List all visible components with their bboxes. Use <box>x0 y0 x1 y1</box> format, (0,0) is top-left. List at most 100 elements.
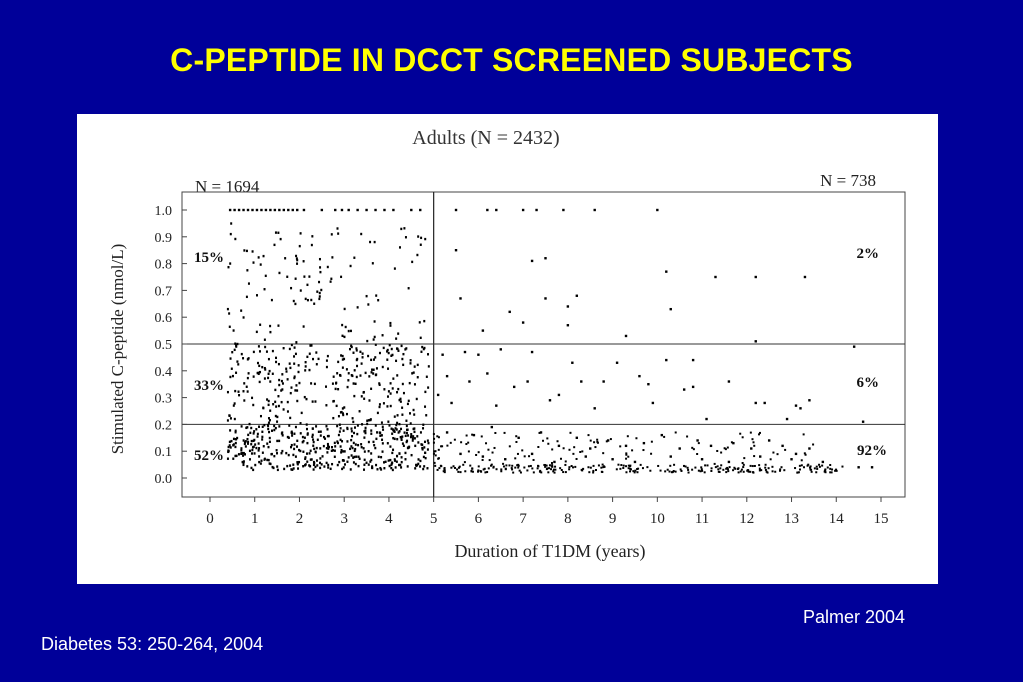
data-point <box>405 419 408 422</box>
data-point <box>363 458 366 462</box>
data-point <box>754 275 757 279</box>
data-point <box>247 372 250 375</box>
data-point <box>318 291 321 295</box>
data-point <box>700 458 704 461</box>
data-point <box>289 445 292 449</box>
data-point <box>490 463 493 466</box>
data-point <box>366 419 369 422</box>
data-point <box>458 465 461 468</box>
data-point <box>240 452 243 455</box>
data-point <box>537 465 540 468</box>
data-point <box>368 375 371 378</box>
data-point <box>752 471 755 474</box>
x-axis-label: Duration of T1DM (years) <box>454 541 645 562</box>
data-point <box>611 458 614 461</box>
data-point <box>737 471 740 474</box>
data-point <box>516 464 519 467</box>
data-point <box>384 460 387 463</box>
data-point <box>308 452 311 455</box>
data-point <box>311 435 314 439</box>
data-point <box>538 470 541 473</box>
data-point <box>365 208 368 212</box>
data-point <box>714 275 717 279</box>
data-point <box>531 467 534 470</box>
data-point <box>349 447 352 451</box>
data-point <box>427 353 430 356</box>
data-point <box>694 466 697 469</box>
data-point <box>400 344 403 348</box>
data-point <box>559 467 562 470</box>
data-point <box>308 368 311 372</box>
data-point <box>481 455 485 458</box>
data-point <box>434 454 437 457</box>
data-point <box>288 362 291 365</box>
data-point <box>401 382 404 386</box>
data-point <box>720 451 723 454</box>
data-point <box>363 463 366 466</box>
region-pct-right-upper: 2% <box>857 246 880 262</box>
data-point <box>432 433 435 436</box>
data-point <box>602 452 605 455</box>
data-point <box>296 439 299 443</box>
data-point <box>816 467 819 470</box>
data-point <box>353 431 356 435</box>
data-point <box>296 461 299 464</box>
data-point <box>405 428 408 432</box>
data-point <box>337 433 340 437</box>
data-point <box>309 465 312 468</box>
data-point <box>374 343 377 346</box>
data-point <box>266 458 269 462</box>
data-point <box>427 365 430 368</box>
data-point <box>784 448 787 451</box>
data-point <box>232 443 235 446</box>
data-point <box>401 406 404 409</box>
data-point <box>229 262 232 265</box>
data-point <box>350 345 353 349</box>
data-point <box>546 437 549 440</box>
data-point <box>386 395 389 398</box>
data-point <box>646 466 649 469</box>
data-point <box>350 427 353 430</box>
data-point <box>471 433 474 436</box>
data-point <box>386 442 389 445</box>
data-point <box>420 443 423 446</box>
data-point <box>394 466 397 469</box>
data-point <box>251 446 254 449</box>
data-point <box>751 465 754 468</box>
data-point <box>234 454 237 458</box>
data-point <box>358 410 361 413</box>
data-point <box>270 453 273 456</box>
data-point <box>808 399 811 402</box>
data-point <box>414 467 417 470</box>
data-point <box>589 439 592 442</box>
data-point <box>389 392 392 395</box>
data-point <box>530 452 534 456</box>
data-point <box>259 462 262 465</box>
data-point <box>422 455 425 459</box>
data-point <box>303 436 306 439</box>
data-point <box>356 208 359 212</box>
data-point <box>244 445 247 448</box>
data-point <box>326 354 329 358</box>
data-point <box>367 463 370 466</box>
data-point <box>650 440 653 443</box>
data-point <box>381 438 384 441</box>
data-point <box>286 400 289 404</box>
data-point <box>592 464 595 467</box>
data-point <box>409 362 412 365</box>
data-point <box>364 431 367 435</box>
data-point <box>785 417 789 421</box>
data-point <box>296 208 299 212</box>
data-point <box>246 442 249 445</box>
data-point <box>289 391 292 395</box>
data-point <box>360 362 363 365</box>
x-tick-label: 0 <box>206 511 214 527</box>
data-point <box>519 471 522 474</box>
data-point <box>588 471 591 474</box>
data-point <box>716 449 719 452</box>
data-point <box>361 423 364 426</box>
data-point <box>343 307 346 311</box>
data-point <box>797 471 800 474</box>
data-point <box>552 470 555 473</box>
data-point <box>318 295 321 298</box>
